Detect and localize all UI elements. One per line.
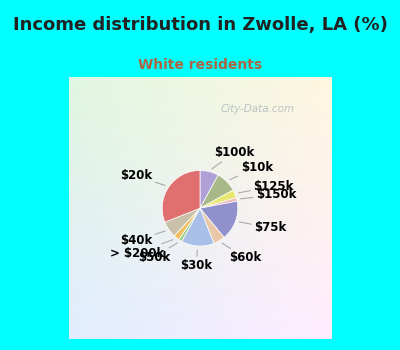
Text: $100k: $100k bbox=[212, 146, 254, 169]
Wedge shape bbox=[200, 201, 238, 237]
Text: City-Data.com: City-Data.com bbox=[221, 104, 295, 113]
Wedge shape bbox=[200, 190, 236, 208]
Text: $75k: $75k bbox=[239, 221, 286, 234]
Text: $30k: $30k bbox=[180, 250, 212, 272]
Wedge shape bbox=[182, 208, 214, 246]
Text: $40k: $40k bbox=[120, 231, 165, 247]
Wedge shape bbox=[200, 198, 237, 208]
Text: Income distribution in Zwolle, LA (%): Income distribution in Zwolle, LA (%) bbox=[12, 16, 388, 34]
Text: White residents: White residents bbox=[138, 58, 262, 72]
Wedge shape bbox=[165, 208, 200, 236]
Text: $20k: $20k bbox=[120, 169, 165, 186]
Wedge shape bbox=[174, 208, 200, 239]
Text: $60k: $60k bbox=[222, 243, 262, 264]
Wedge shape bbox=[200, 175, 233, 208]
Wedge shape bbox=[162, 170, 200, 222]
Text: $50k: $50k bbox=[138, 243, 177, 264]
Wedge shape bbox=[179, 208, 200, 242]
Wedge shape bbox=[200, 208, 224, 243]
Text: $10k: $10k bbox=[230, 161, 273, 180]
Text: $150k: $150k bbox=[241, 188, 296, 201]
Wedge shape bbox=[200, 170, 218, 208]
Text: $125k: $125k bbox=[239, 180, 294, 193]
Text: > $200k: > $200k bbox=[110, 240, 173, 260]
